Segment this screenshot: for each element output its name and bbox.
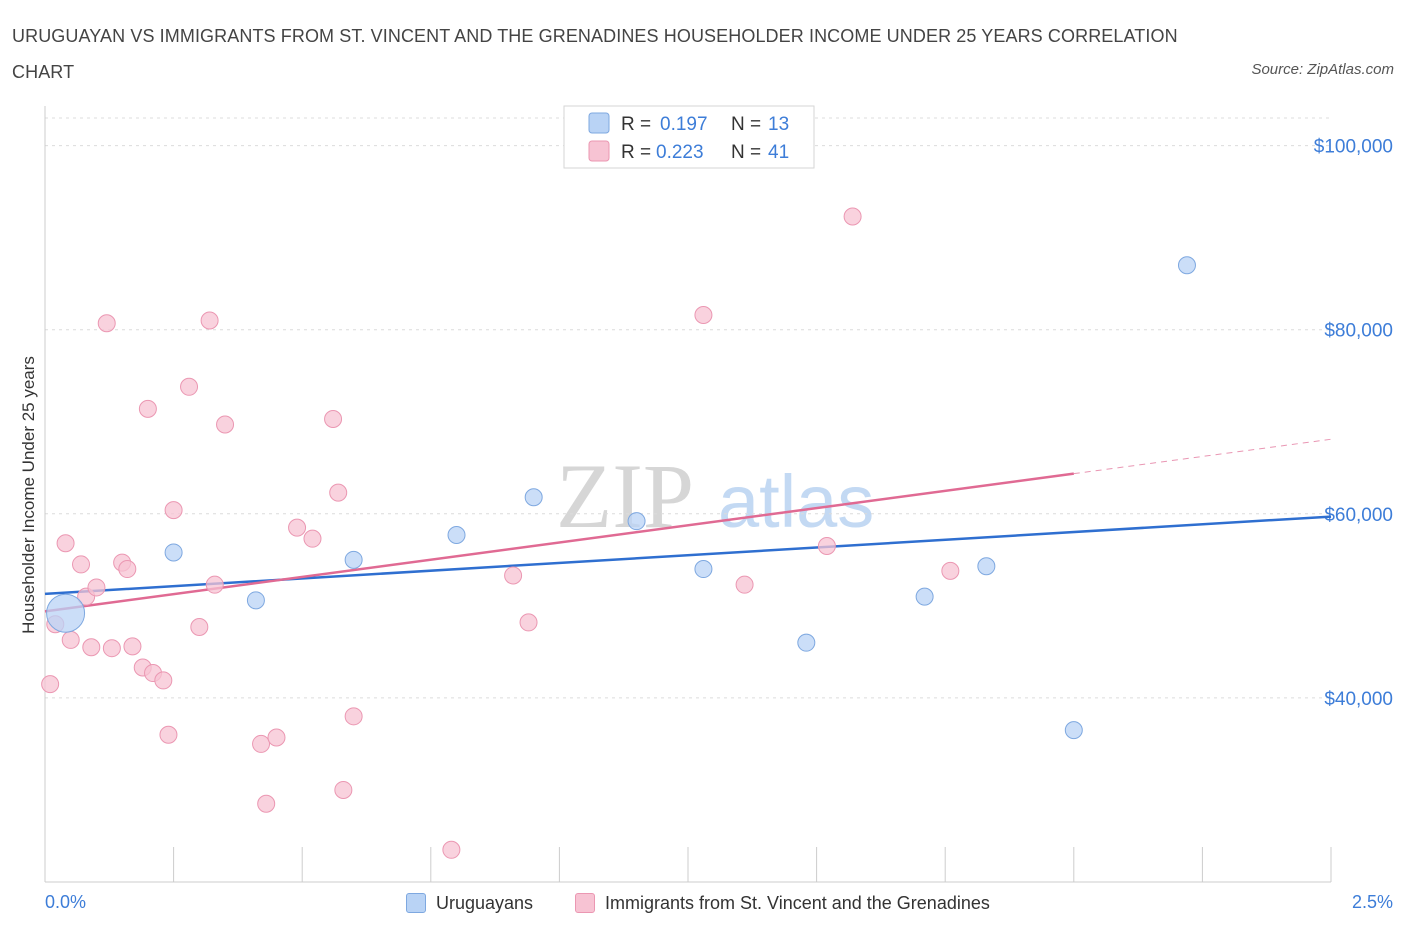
scatter-points	[41, 207, 1196, 859]
x-tick-label-max: 2.5%	[1352, 892, 1393, 912]
blue-data-point	[627, 512, 646, 531]
blue-data-point	[164, 543, 183, 562]
pink-data-point	[519, 613, 538, 632]
pink-data-point	[118, 560, 137, 579]
y-tick-label: $80,000	[1324, 321, 1393, 342]
blue-data-point	[1064, 721, 1083, 740]
pink-data-point	[504, 566, 523, 585]
pink-data-point	[288, 518, 307, 537]
pink-data-point	[56, 534, 75, 553]
pink-data-point	[303, 529, 322, 548]
y-tick-label: $100,000	[1314, 137, 1393, 158]
pink-data-point	[267, 728, 286, 747]
blue-data-point	[46, 593, 86, 633]
pink-data-point	[216, 415, 235, 434]
legend-r-value: 0.223	[656, 142, 704, 163]
blue-data-point	[344, 550, 363, 569]
series-legend: Uruguayans Immigrants from St. Vincent a…	[0, 889, 1406, 917]
pink-data-point	[329, 483, 348, 502]
watermark: ZIP atlas	[556, 445, 874, 547]
y-axis-label: Householder Income Under 25 years	[19, 356, 38, 634]
watermark-atlas: atlas	[718, 460, 874, 543]
blue-trend-line	[44, 515, 1332, 596]
pink-data-point	[102, 639, 121, 658]
pink-data-point	[257, 794, 276, 813]
legend-swatch-immigrants	[588, 140, 610, 162]
pink-data-point	[941, 561, 960, 580]
pink-data-point	[154, 671, 173, 690]
legend-n-label: N =	[731, 114, 761, 135]
y-tick-label: $40,000	[1324, 689, 1393, 710]
legend-n-value: 13	[768, 114, 789, 135]
pink-data-point	[87, 578, 106, 597]
pink-data-point	[817, 537, 836, 556]
pink-data-point	[82, 638, 101, 657]
blue-data-point	[447, 525, 466, 544]
watermark-zip: ZIP	[556, 445, 694, 547]
pink-data-point	[344, 707, 363, 726]
y-tick-labels: $40,000 $60,000 $80,000 $100,000	[1314, 137, 1393, 710]
y-tick-label: $60,000	[1324, 505, 1393, 526]
pink-data-point	[252, 734, 271, 753]
legend-item-immigrants: Immigrants from St. Vincent and the Gren…	[575, 889, 990, 917]
pink-data-point	[41, 675, 60, 694]
source-label: Source: ZipAtlas.com	[1251, 61, 1394, 78]
pink-data-point	[843, 207, 862, 226]
pink-data-point	[334, 780, 353, 799]
blue-data-point	[524, 488, 543, 507]
blue-data-point	[246, 591, 265, 610]
legend-label-uruguayans: Uruguayans	[436, 892, 534, 913]
pink-data-point	[205, 575, 224, 594]
x-tick-labels: 0.0% 2.5%	[45, 892, 1393, 912]
blue-data-point	[797, 633, 816, 652]
blue-data-point	[1177, 256, 1196, 275]
pink-data-point	[324, 409, 343, 428]
pink-data-point	[61, 630, 80, 649]
pink-data-point	[200, 311, 219, 330]
chart-title: URUGUAYAN VS IMMIGRANTS FROM ST. VINCENT…	[12, 26, 1178, 82]
legend-r-value: 0.197	[660, 114, 708, 135]
pink-data-point	[735, 575, 754, 594]
blue-data-point	[915, 587, 934, 606]
legend-swatch-immigrants	[575, 893, 595, 913]
legend-label-immigrants: Immigrants from St. Vincent and the Gren…	[605, 892, 990, 913]
x-tick-label-min: 0.0%	[45, 892, 86, 912]
pink-data-point	[97, 314, 116, 333]
pink-data-point	[72, 555, 91, 574]
pink-data-point	[159, 725, 178, 744]
legend-r-label: R =	[621, 142, 651, 163]
pink-data-point	[694, 305, 713, 324]
pink-data-point	[180, 377, 199, 396]
pink-data-point	[123, 637, 142, 656]
stats-legend: R = 0.197 N = 13 R = 0.223 N = 41	[563, 105, 815, 169]
legend-swatch-uruguayans	[406, 893, 426, 913]
pink-data-point	[442, 840, 461, 859]
pink-data-point	[164, 501, 183, 520]
pink-data-point	[138, 399, 157, 418]
blue-data-point	[694, 560, 713, 579]
legend-n-label: N =	[731, 142, 761, 163]
legend-swatch-uruguayans	[588, 112, 610, 134]
gridlines	[45, 117, 1331, 699]
axes	[44, 106, 1332, 883]
blue-data-point	[977, 557, 996, 576]
legend-item-uruguayans: Uruguayans	[406, 889, 533, 917]
legend-n-value: 41	[768, 142, 789, 163]
pink-trend-extension	[1073, 438, 1332, 475]
pink-data-point	[190, 618, 209, 637]
legend-r-label: R =	[621, 114, 651, 135]
